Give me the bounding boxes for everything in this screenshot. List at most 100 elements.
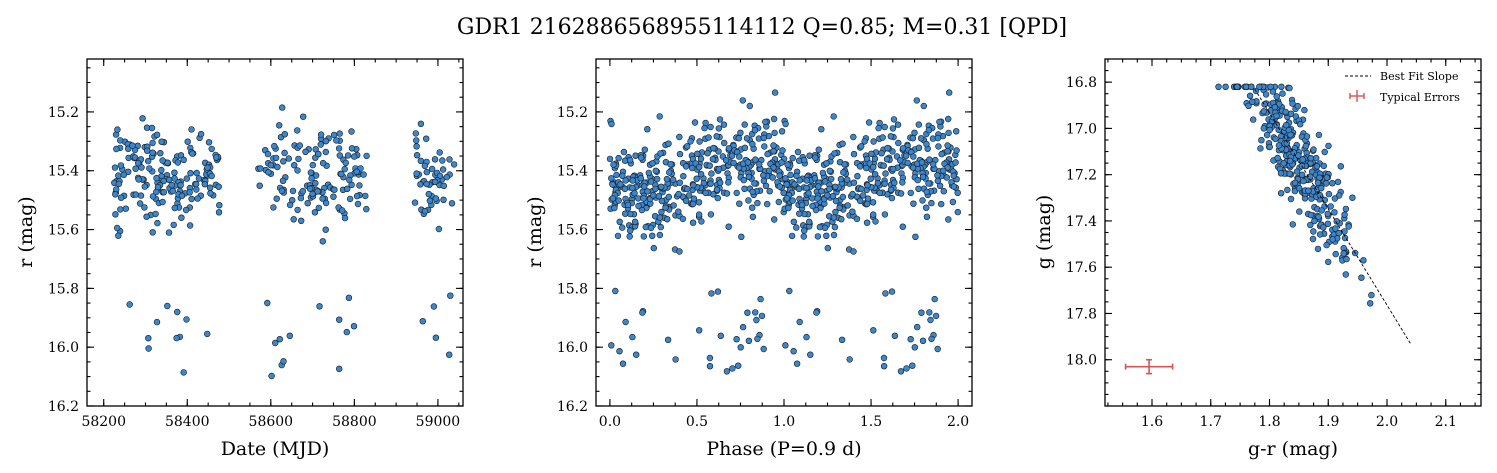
light-curve-point — [194, 195, 201, 202]
phase-curve-point — [723, 190, 731, 197]
light-curve-point — [112, 211, 119, 218]
color-magnitude-point — [1342, 271, 1350, 278]
phase-curve-point — [739, 97, 746, 104]
light-curve-point — [115, 180, 123, 188]
x-tick-label: 2.0 — [1376, 414, 1398, 430]
phase-curve-point — [696, 138, 703, 145]
phase-curve-point — [816, 223, 824, 231]
light-curve-point — [336, 152, 343, 159]
color-magnitude-point — [1296, 208, 1303, 215]
phase-curve-point — [869, 199, 877, 206]
phase-curve-point — [650, 192, 657, 199]
phase-curve-point — [755, 161, 763, 168]
phase-curve-point — [734, 362, 742, 369]
phase-curve-point — [706, 363, 714, 370]
light-curve-point — [360, 171, 367, 178]
color-magnitude-point — [1245, 102, 1252, 110]
phase-curve-point — [665, 169, 673, 176]
phase-curve-point — [944, 115, 952, 123]
light-curve-point — [336, 365, 343, 372]
phase-curve-point — [814, 195, 821, 202]
light-curve-point — [436, 149, 443, 156]
light-curve-point — [342, 159, 349, 167]
phase-curve-point — [737, 129, 744, 137]
color-magnitude-point — [1233, 83, 1241, 91]
y-tick-label: 15.4 — [48, 164, 79, 180]
light-curve-point — [417, 157, 424, 165]
light-curve-point — [124, 145, 132, 153]
color-magnitude-point — [1324, 258, 1332, 266]
phase-curve-point — [889, 125, 897, 132]
phase-curve-point — [807, 351, 814, 358]
light-curve-point — [295, 155, 302, 163]
phase-curve-point — [944, 164, 951, 171]
phase-curve-point — [915, 144, 923, 152]
color-magnitude-point — [1327, 203, 1334, 210]
light-curve-point — [112, 191, 119, 198]
phase-curve-point — [872, 218, 879, 225]
phase-curve-point — [796, 318, 803, 326]
phase-curve-point — [918, 159, 926, 166]
phase-curve-point — [656, 231, 664, 239]
phase-curve-point — [883, 156, 891, 163]
phase-curve-point — [945, 216, 952, 223]
phase-curve-point — [729, 365, 736, 372]
color-magnitude-point — [1271, 103, 1279, 111]
light-curve-point — [204, 164, 211, 171]
phase-curve-point — [679, 215, 687, 223]
phase-curve-point — [736, 200, 743, 207]
phase-curve-point — [745, 197, 752, 204]
light-curve-point — [213, 154, 220, 161]
light-curve-point — [413, 143, 420, 150]
light-curve-point — [158, 138, 165, 145]
light-curve-point — [132, 165, 139, 172]
light-curve-point — [173, 334, 180, 342]
phase-curve-point — [830, 113, 837, 120]
light-curve-point — [138, 164, 145, 171]
light-curve-point — [124, 168, 132, 176]
color-magnitude-point — [1249, 116, 1257, 123]
color-magnitude-point — [1256, 83, 1263, 91]
phase-curve-point — [782, 175, 789, 182]
light-curve-point — [331, 186, 338, 193]
light-curve-point — [316, 303, 323, 310]
phase-curve-point — [939, 167, 947, 174]
light-curve-point — [426, 197, 434, 204]
light-curve-point — [174, 159, 182, 166]
color-magnitude-point — [1318, 207, 1325, 214]
light-curve-point — [322, 148, 329, 156]
color-magnitude-point — [1290, 149, 1298, 156]
phase-curve-point — [937, 200, 945, 208]
x-tick-label: 58400 — [165, 414, 210, 430]
phase-curve-point — [850, 150, 858, 158]
light-curve-point — [122, 205, 130, 212]
phase-curve-point — [945, 129, 952, 137]
phase-curve-point — [760, 172, 767, 179]
phase-curve-point — [911, 344, 918, 351]
phase-curve-point — [760, 345, 767, 353]
y-tick-label: 15.2 — [557, 105, 588, 121]
phase-curve-point — [794, 148, 802, 156]
color-magnitude-point — [1222, 83, 1229, 91]
phase-curve-point — [634, 195, 642, 202]
phase-curve-point — [713, 186, 721, 193]
phase-curve-point — [700, 180, 708, 187]
color-magnitude-point — [1323, 174, 1331, 181]
color-magnitude-point — [1314, 245, 1322, 253]
figure-title: GDR1 2162886568955114112 Q=0.85; M=0.31 … — [457, 15, 1067, 40]
color-magnitude-point — [1366, 300, 1374, 307]
phase-curve-point — [809, 202, 816, 210]
phase-curve-point — [954, 189, 961, 197]
light-curve-point — [354, 200, 362, 208]
phase-curve-point — [683, 143, 691, 150]
light-curve-point — [307, 169, 315, 176]
color-magnitude-point — [1282, 108, 1289, 116]
phase-curve-point — [622, 318, 629, 326]
light-curve-point — [149, 149, 156, 156]
phase-curve-point — [702, 119, 709, 127]
color-magnitude-point — [1333, 218, 1340, 225]
color-magnitude-point — [1342, 205, 1350, 213]
phase-curve-point — [644, 125, 651, 133]
phase-curve-point — [693, 175, 700, 182]
phase-curve-point — [929, 161, 937, 168]
